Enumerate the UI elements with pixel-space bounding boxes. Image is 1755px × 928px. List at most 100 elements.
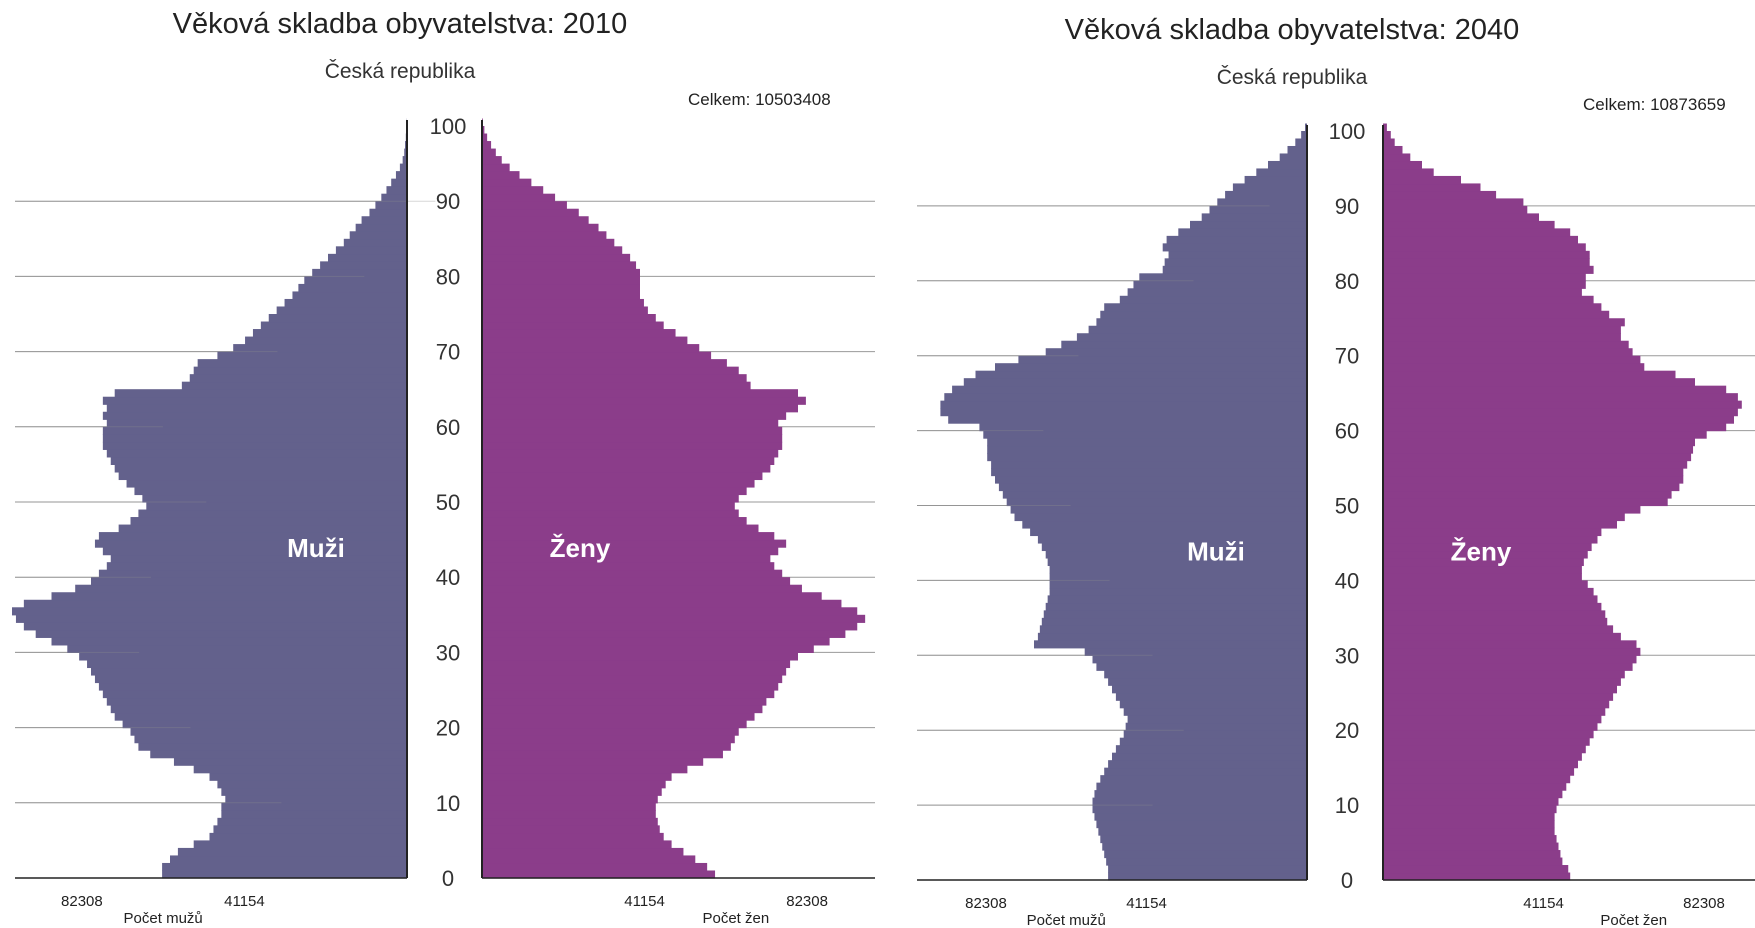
bar-men <box>106 419 408 428</box>
bar-women <box>1383 790 1563 799</box>
bar-women <box>1383 760 1578 769</box>
bar-men <box>138 742 407 751</box>
bar-women <box>1383 572 1582 581</box>
bar-men <box>1168 250 1307 259</box>
bar-women <box>1383 198 1524 207</box>
bar-men <box>1037 632 1307 641</box>
bar-women <box>1383 655 1637 664</box>
bar-men <box>1119 295 1307 304</box>
series-label-women: Ženy <box>550 533 611 563</box>
bar-men <box>940 408 1307 417</box>
bar-men <box>1022 520 1307 529</box>
bar-men <box>162 862 407 872</box>
bar-men <box>75 584 407 593</box>
bar-women <box>482 622 858 631</box>
bar-women <box>1383 557 1584 567</box>
bar-men <box>386 186 407 195</box>
y-tick-label: 30 <box>1335 643 1359 668</box>
bar-women <box>1383 168 1434 177</box>
bar-women <box>482 735 735 744</box>
bar-men <box>51 592 407 601</box>
bar-men <box>102 547 407 556</box>
y-tick-label: 90 <box>1335 194 1359 219</box>
bar-women <box>1383 707 1606 716</box>
bar-women <box>1383 805 1557 814</box>
bar-women <box>1383 363 1645 372</box>
chart-subtitle: Česká republika <box>324 60 476 83</box>
bar-women <box>1383 775 1571 784</box>
bar-women <box>1383 138 1395 147</box>
bar-women <box>1383 797 1559 806</box>
bar-men <box>1162 265 1307 274</box>
bar-men <box>114 464 407 473</box>
bar-women <box>482 321 664 330</box>
bar-men <box>375 201 407 210</box>
bar-women <box>482 787 662 796</box>
pyramid-2040-panel: Věková skladba obyvatelstva: 2040 Česká … <box>902 0 1755 928</box>
bar-men <box>1287 145 1307 155</box>
bar-women <box>482 517 747 526</box>
bar-women <box>482 456 775 465</box>
y-tick-label: 50 <box>1335 494 1359 519</box>
bar-men <box>304 276 407 285</box>
bar-men <box>51 637 407 646</box>
bar-men <box>1039 625 1307 634</box>
x-tick-label: 82308 <box>786 893 828 910</box>
bar-men <box>110 705 407 714</box>
bar-women <box>482 599 842 608</box>
bar-women <box>482 840 672 849</box>
bar-men <box>1178 228 1307 237</box>
bar-women <box>482 562 775 571</box>
bar-men <box>94 674 407 684</box>
bar-women <box>1383 190 1497 200</box>
bar-men <box>991 460 1307 469</box>
y-tick-label: 60 <box>1335 419 1359 444</box>
bar-women <box>1383 250 1590 259</box>
bar-women <box>482 509 739 518</box>
bar-women <box>482 795 658 804</box>
bar-men <box>1076 333 1307 342</box>
bar-men <box>122 720 407 729</box>
bar-men <box>1100 775 1307 784</box>
y-tick-label: 70 <box>436 340 460 365</box>
bar-women <box>482 705 763 714</box>
bar-men <box>1162 243 1307 252</box>
bar-women <box>482 396 806 405</box>
bar-women <box>1383 213 1539 222</box>
bar-men <box>209 772 407 781</box>
bar-men <box>1268 160 1307 170</box>
bar-women <box>482 817 658 826</box>
bar-men <box>1125 722 1307 731</box>
bar-women <box>1383 632 1621 641</box>
bar-men <box>1049 565 1307 574</box>
bar-men <box>170 855 407 864</box>
bar-men <box>106 697 408 706</box>
bar-women <box>1383 835 1557 844</box>
bar-men <box>118 471 408 481</box>
y-tick-label: 10 <box>436 791 460 816</box>
bar-women <box>1383 767 1575 776</box>
pyramid-2040-plot: 0 10 20 30 40 50 60 70 80 90 100 82308 41154 41154 823… <box>917 119 1755 928</box>
bar-women <box>1383 325 1621 334</box>
bar-women <box>1383 273 1586 282</box>
bar-women <box>1383 670 1625 679</box>
bar-women <box>1383 872 1571 881</box>
bar-men <box>952 385 1307 394</box>
x-tick-label: 41154 <box>1126 895 1167 912</box>
bar-women <box>482 178 532 187</box>
bar-men <box>252 329 407 338</box>
bar-men <box>1108 872 1307 881</box>
bar-women <box>1383 812 1555 821</box>
bar-women <box>482 742 731 751</box>
y-tick-label: 50 <box>436 490 460 515</box>
bar-women <box>1383 685 1617 694</box>
bar-women <box>482 667 787 676</box>
y-tick-label: 90 <box>436 189 460 214</box>
bar-men <box>35 629 407 638</box>
bar-women <box>1383 220 1555 229</box>
pyramid-2010-plot: 0 10 20 30 40 50 60 70 80 90 100 82308 41154 41154 823… <box>12 114 875 927</box>
bar-women <box>1383 228 1571 237</box>
bar-women <box>1383 303 1602 312</box>
bar-men <box>1108 760 1307 769</box>
chart-subtitle: Česká republika <box>1216 66 1368 89</box>
